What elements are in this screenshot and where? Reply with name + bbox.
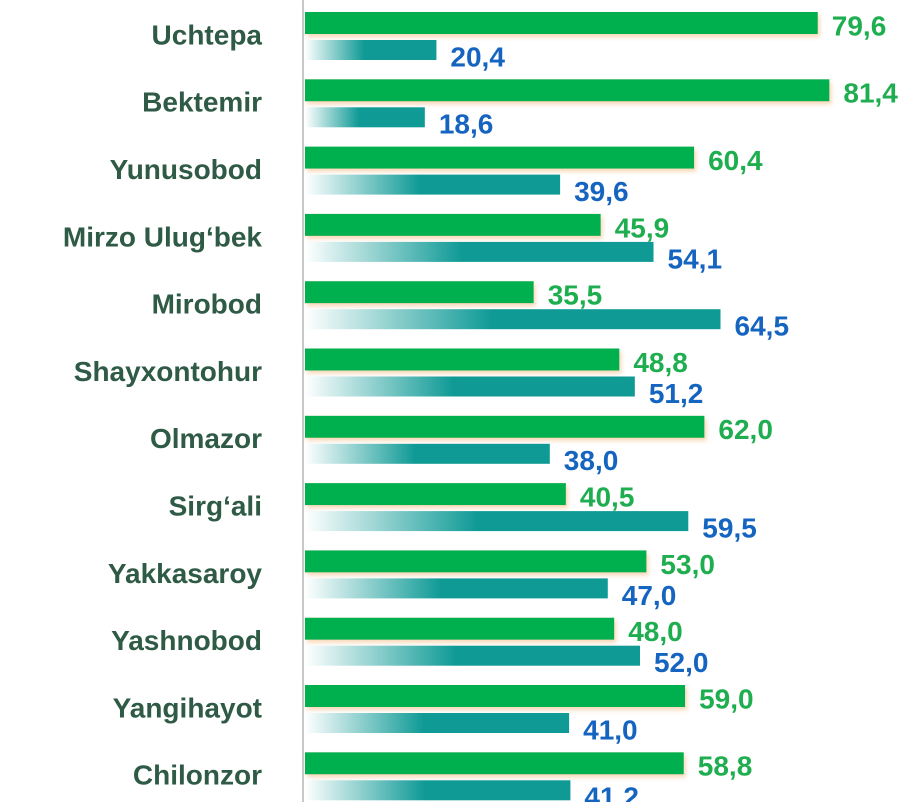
bar-secondary — [305, 241, 654, 262]
bar-primary — [305, 79, 830, 102]
category-label: Mirobod — [152, 289, 262, 320]
value-label: 18,6 — [439, 109, 494, 140]
bar-secondary — [305, 443, 550, 464]
value-label: 59,5 — [702, 512, 757, 543]
bar-secondary — [305, 376, 635, 397]
bar-primary — [305, 348, 620, 371]
value-label: 54,1 — [668, 243, 723, 274]
category-label: Yakkasaroy — [108, 558, 263, 589]
value-label: 60,4 — [708, 145, 763, 176]
value-label: 58,8 — [698, 751, 753, 782]
value-label: 62,0 — [718, 414, 773, 445]
value-label: 38,0 — [564, 445, 619, 476]
value-label: 40,5 — [580, 481, 635, 512]
bar-primary — [305, 281, 534, 304]
bar-secondary — [305, 107, 425, 128]
value-label: 48,0 — [628, 616, 683, 647]
value-label: 53,0 — [660, 549, 715, 580]
value-label: 35,5 — [548, 280, 603, 311]
bar-secondary — [305, 578, 608, 599]
value-label: 52,0 — [654, 647, 709, 678]
category-label: Yunusobod — [110, 154, 262, 185]
bar-primary — [305, 617, 615, 640]
value-label: 20,4 — [450, 41, 505, 72]
bar-secondary — [305, 174, 561, 195]
category-label: Sirg‘ali — [169, 490, 262, 521]
bar-primary — [305, 146, 695, 169]
category-label: Chilonzor — [133, 760, 262, 791]
category-label: Bektemir — [142, 87, 262, 118]
bar-secondary — [305, 713, 570, 733]
category-label: Shayxontohur — [74, 356, 262, 387]
value-label: 48,8 — [633, 347, 688, 378]
bar-secondary — [305, 511, 689, 532]
value-label: 41,2 — [584, 782, 639, 802]
bar-primary — [305, 550, 647, 573]
bar-primary — [305, 685, 686, 707]
value-label: 41,0 — [583, 714, 638, 745]
bar-primary — [305, 415, 705, 438]
category-label: Yangihayot — [113, 692, 262, 723]
value-label: 81,4 — [843, 78, 898, 109]
category-label: Olmazor — [150, 423, 262, 454]
value-label: 64,5 — [735, 311, 790, 342]
category-label: Yashnobod — [111, 625, 262, 656]
bar-primary — [305, 12, 818, 34]
bar-primary — [305, 752, 684, 775]
bar-secondary — [305, 309, 721, 330]
bar-secondary — [305, 40, 437, 60]
bar-primary — [305, 483, 566, 506]
bar-secondary — [305, 645, 640, 666]
value-label: 47,0 — [622, 580, 677, 611]
value-label: 51,2 — [649, 378, 704, 409]
value-label: 39,6 — [574, 176, 629, 207]
value-label: 45,9 — [615, 212, 670, 243]
category-label: Uchtepa — [152, 19, 263, 50]
value-label: 59,0 — [699, 683, 754, 714]
category-label: Mirzo Ulug‘bek — [63, 221, 263, 252]
bar-primary — [305, 213, 601, 236]
value-label: 79,6 — [832, 10, 887, 41]
bar-secondary — [305, 780, 571, 801]
